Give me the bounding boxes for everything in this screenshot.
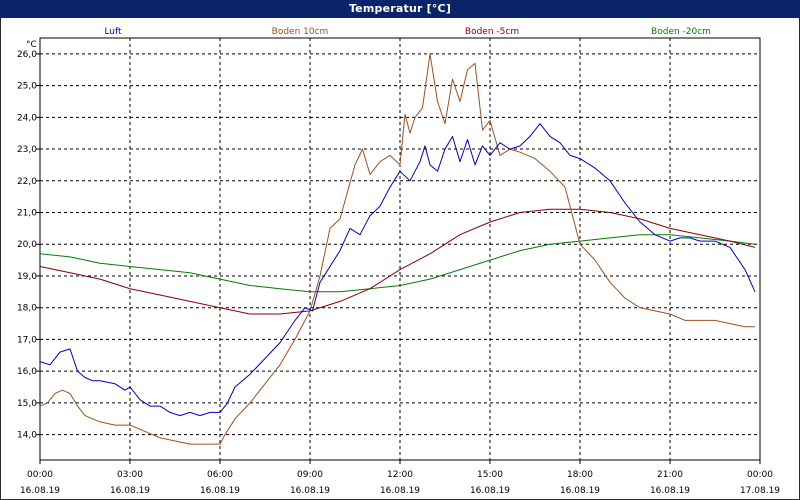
x-tick-time-label: 00:00 bbox=[27, 470, 53, 480]
y-tick-label: 15,0 bbox=[17, 399, 37, 409]
y-tick-label: 17,0 bbox=[17, 335, 37, 345]
y-tick-label: 19,0 bbox=[17, 272, 37, 282]
y-tick-label: 18,0 bbox=[17, 304, 37, 314]
legend-item: Boden -20cm bbox=[651, 27, 711, 37]
series-line-boden-5cm bbox=[39, 208, 756, 315]
x-tick-date-label: 16.08.19 bbox=[380, 486, 420, 496]
legend-item: Boden -5cm bbox=[465, 27, 519, 37]
chart-title: Temperatur [°C] bbox=[348, 2, 452, 15]
x-tick-date-label: 16.08.19 bbox=[200, 486, 240, 496]
y-tick-label: 24,0 bbox=[17, 113, 37, 123]
y-tick-label: 22,0 bbox=[17, 177, 37, 187]
x-tick-time-label: 15:00 bbox=[477, 470, 503, 480]
x-tick-date-label: 16.08.19 bbox=[110, 486, 150, 496]
y-tick-label: 16,0 bbox=[17, 367, 37, 377]
x-tick-date-label: 16.08.19 bbox=[560, 486, 600, 496]
y-axis: 26,0 25,0 24,0 23,0 22,0 21,0 20,0 19,0 18,0 17,0… bbox=[17, 50, 40, 441]
x-tick-date-label: 16.08.19 bbox=[20, 486, 60, 496]
y-tick-label: 25,0 bbox=[17, 82, 37, 92]
x-tick-time-label: 09:00 bbox=[297, 470, 323, 480]
x-tick-time-label: 03:00 bbox=[117, 470, 143, 480]
y-axis-label: °C bbox=[26, 40, 37, 50]
y-tick-label: 20,0 bbox=[17, 240, 37, 250]
legend-item: Boden 10cm bbox=[272, 27, 329, 37]
grid-lines bbox=[40, 38, 760, 460]
y-tick-label: 21,0 bbox=[17, 209, 37, 219]
legend: Luft Boden 10cm Boden -5cm Boden -20cm bbox=[104, 27, 711, 37]
series-line-boden-20cm bbox=[39, 234, 756, 293]
x-tick-date-label: 16.08.19 bbox=[470, 486, 510, 496]
x-tick-date-label: 16.08.19 bbox=[290, 486, 330, 496]
x-tick-date-label: 17.08.19 bbox=[740, 486, 780, 496]
x-tick-time-label: 00:00 bbox=[747, 470, 773, 480]
series-line-luft bbox=[39, 123, 756, 417]
x-tick-time-label: 12:00 bbox=[387, 470, 413, 480]
x-tick-date-label: 16.08.19 bbox=[650, 486, 690, 496]
y-tick-label: 14,0 bbox=[17, 431, 37, 441]
series-lines bbox=[39, 53, 756, 445]
x-tick-time-label: 06:00 bbox=[207, 470, 233, 480]
series-line-boden-10cm bbox=[39, 53, 755, 445]
y-tick-label: 23,0 bbox=[17, 145, 37, 155]
x-tick-time-label: 18:00 bbox=[567, 470, 593, 480]
x-axis: 00:00 16.08.19 03:00 16.08.19 06:00 16.08.19 0… bbox=[20, 460, 780, 496]
legend-item: Luft bbox=[104, 27, 122, 37]
x-tick-time-label: 21:00 bbox=[657, 470, 683, 480]
title-bar bbox=[0, 0, 800, 18]
y-tick-label: 26,0 bbox=[17, 50, 37, 60]
